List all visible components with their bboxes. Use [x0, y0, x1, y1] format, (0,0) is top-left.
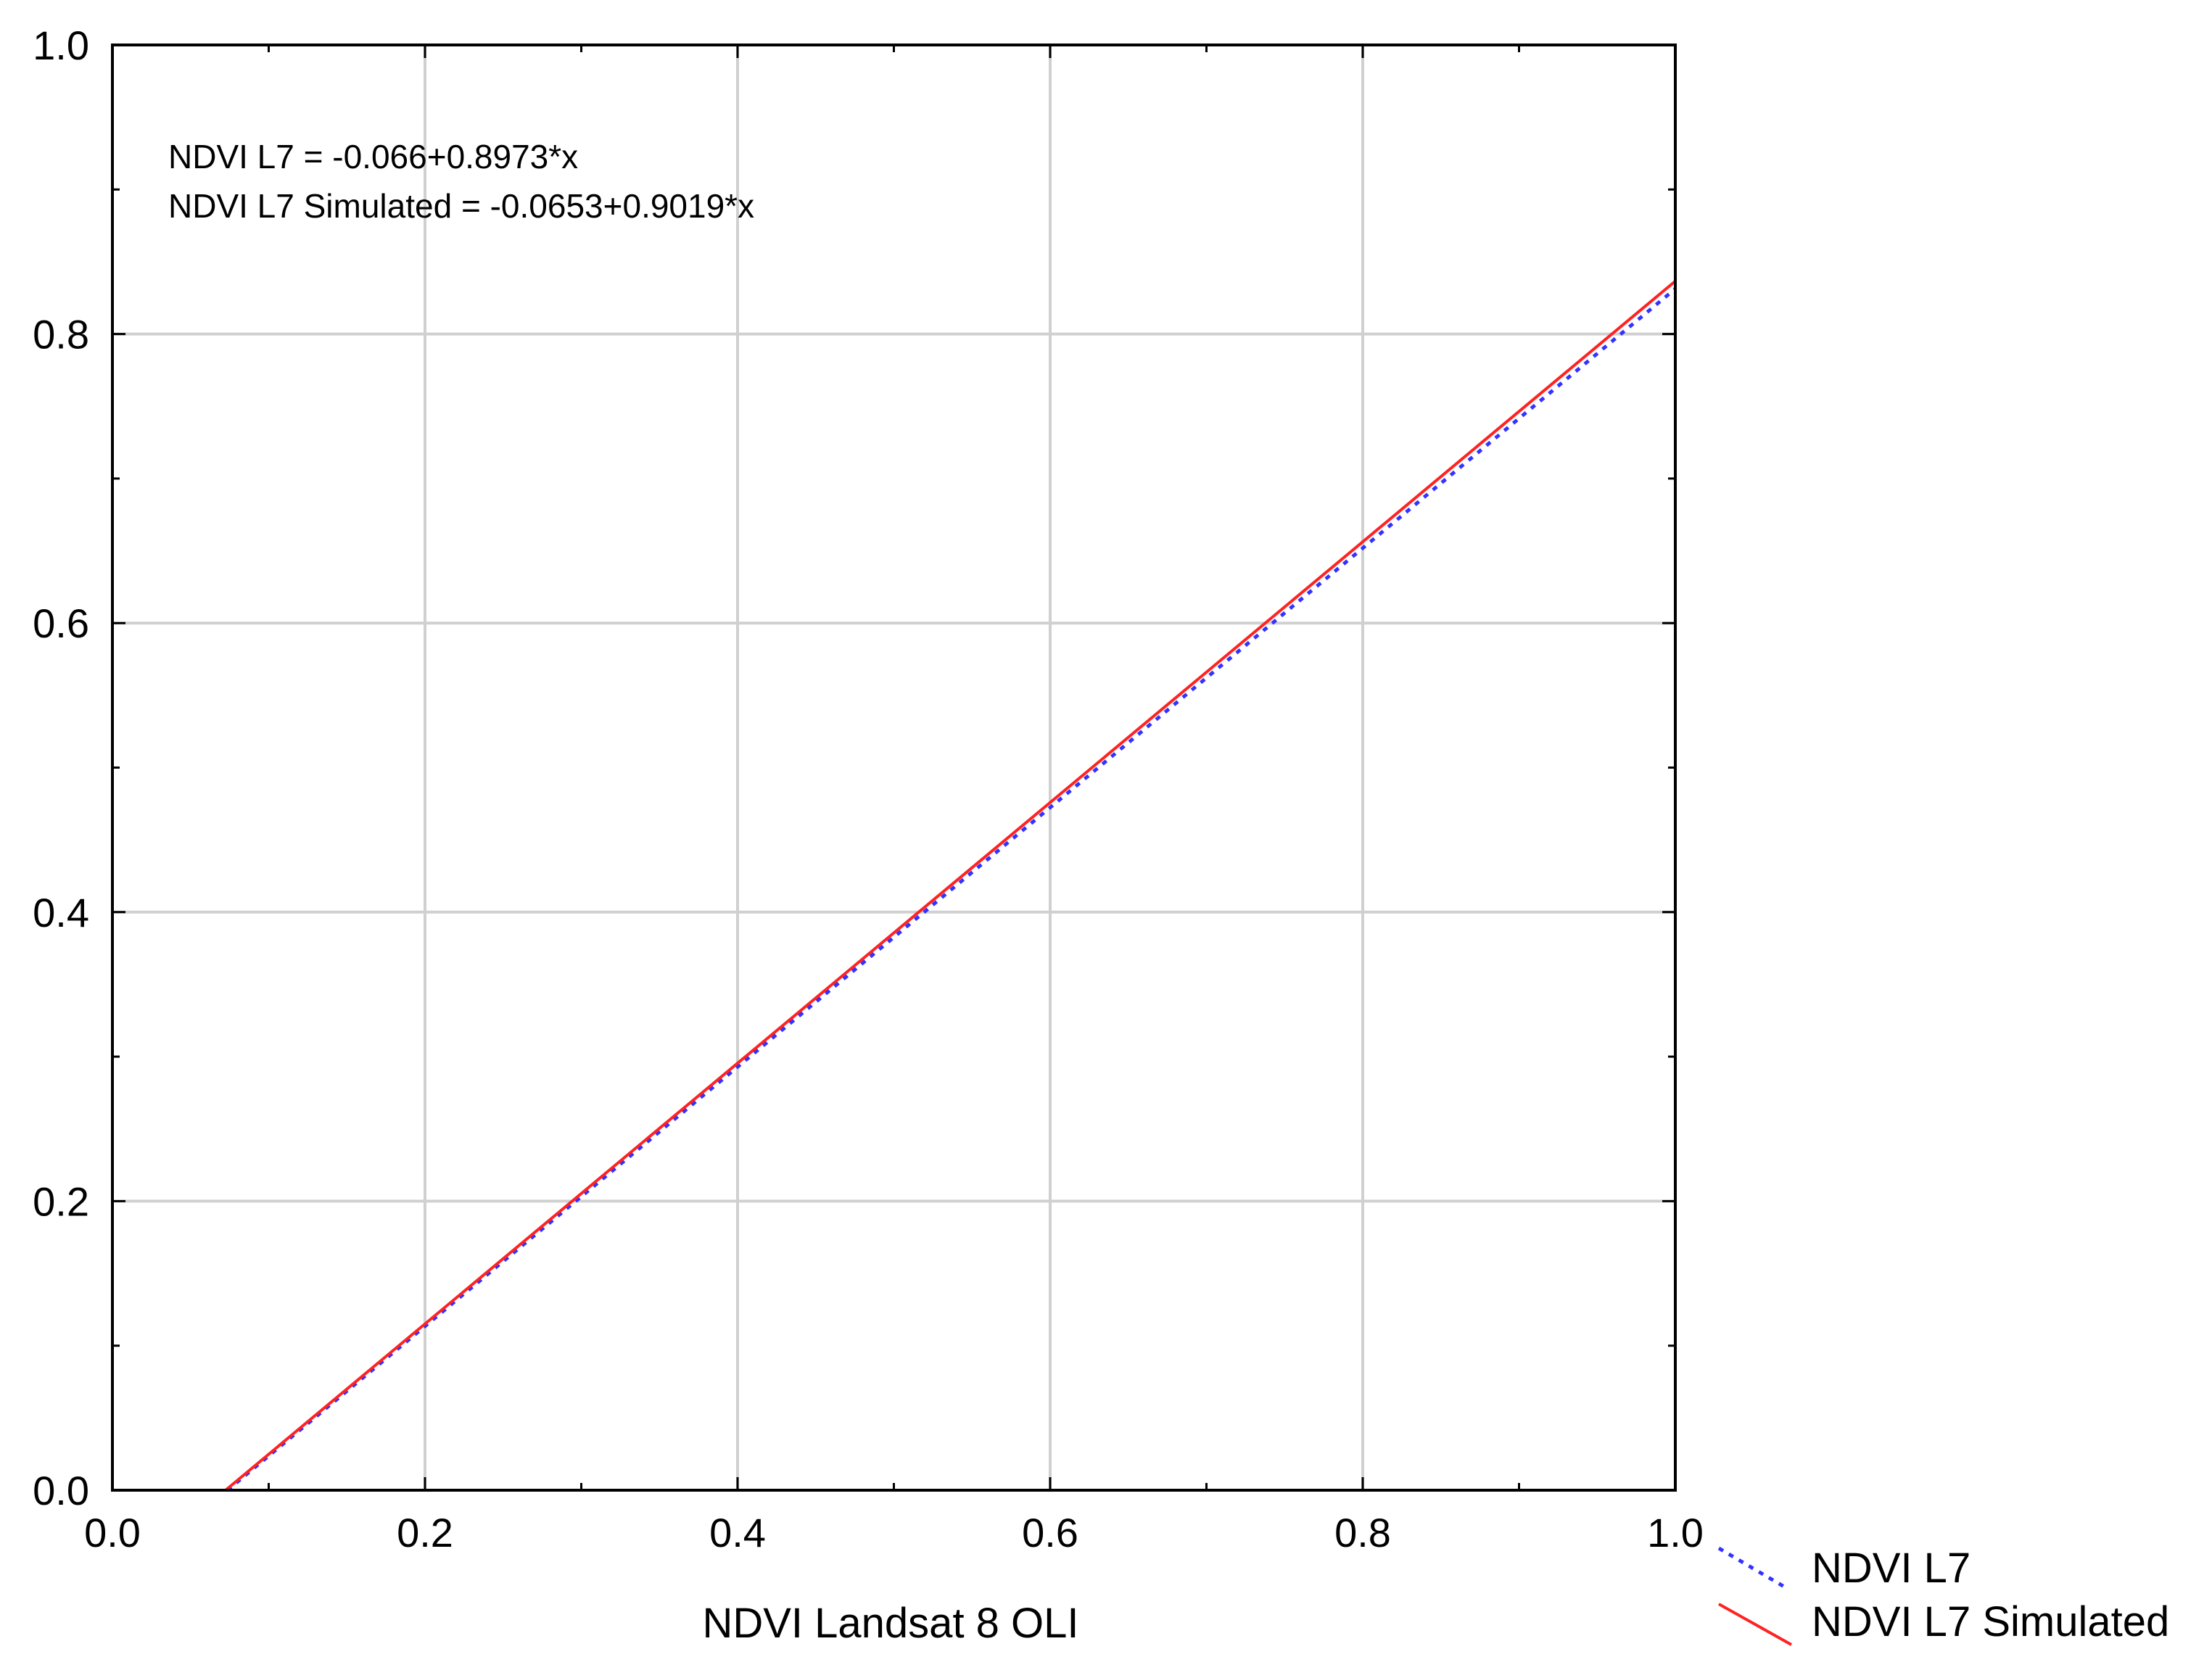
x-tick-label: 0.8: [1334, 1510, 1391, 1555]
x-tick-label: 0.2: [397, 1510, 453, 1555]
regression-equation-ndvi-l7: NDVI L7 = -0.066+0.8973*x: [168, 138, 578, 175]
y-tick-label: 0.8: [33, 312, 89, 358]
y-tick-label: 0.4: [33, 890, 89, 935]
grid-layer: [112, 45, 1675, 1490]
y-tick-label: 0.2: [33, 1178, 89, 1224]
tick-labels-layer: 0.0 0.2 0.4 0.6 0.8 1.0 0.0 0.2 0.4 0.6 0.8 1.0: [33, 22, 1704, 1555]
y-tick-label: 1.0: [33, 22, 89, 68]
ticks-layer: [111, 44, 1677, 1492]
plot-frame: [111, 44, 1677, 1492]
x-tick-label: 0.6: [1022, 1510, 1078, 1555]
x-tick-label: 0.0: [84, 1510, 141, 1555]
series-line-ndvi-l7: [226, 287, 1677, 1492]
legend-swatch-ndvi-l7-simulated: [1718, 1603, 1792, 1646]
series-line-ndvi-l7-simulated: [224, 280, 1677, 1492]
regression-equation-ndvi-l7-simulated: NDVI L7 Simulated = -0.0653+0.9019*x: [168, 187, 754, 225]
x-tick-label: 1.0: [1647, 1510, 1704, 1555]
legend-label-ndvi-l7: NDVI L7: [1812, 1545, 1970, 1592]
legend-label-ndvi-l7-simulated: NDVI L7 Simulated: [1812, 1598, 2169, 1645]
x-tick-label: 0.4: [709, 1510, 766, 1555]
legend: NDVI L7 NDVI L7 Simulated: [1717, 1545, 2169, 1646]
legend-swatch-ndvi-l7: [1717, 1546, 1786, 1589]
series-layer: [224, 280, 1677, 1492]
x-axis-title: NDVI Landsat 8 OLI: [702, 1600, 1078, 1647]
y-tick-label: 0.6: [33, 600, 89, 646]
y-tick-label: 0.0: [33, 1468, 89, 1513]
